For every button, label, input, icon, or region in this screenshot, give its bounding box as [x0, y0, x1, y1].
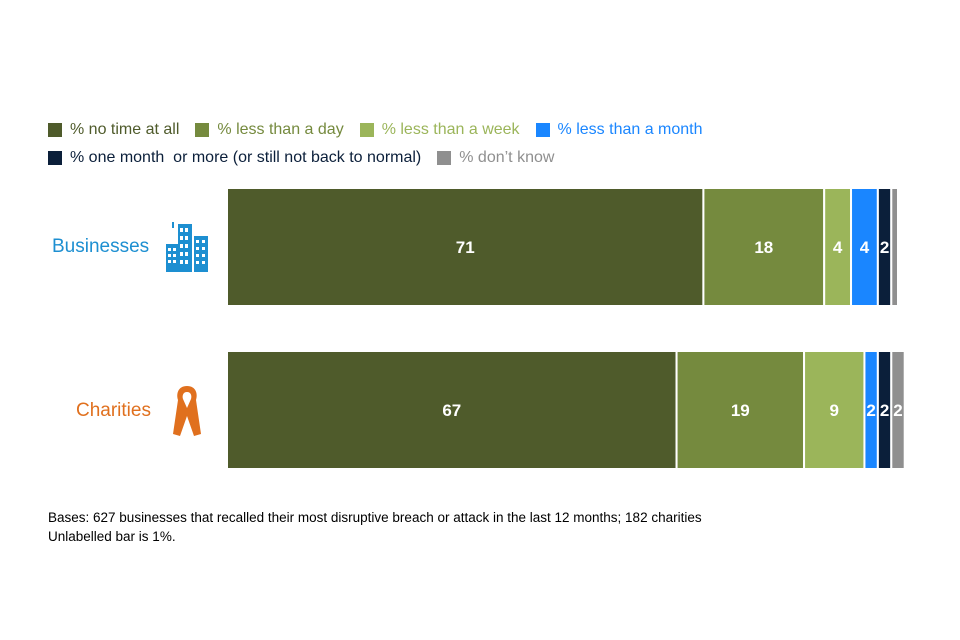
- data-label: 18: [754, 238, 773, 257]
- data-label: 4: [833, 238, 843, 257]
- legend-item-less-than-week: % less than a week: [359, 121, 520, 139]
- charity-ribbon-icon: [173, 386, 201, 436]
- legend-swatch: [48, 123, 62, 137]
- data-label: 9: [830, 401, 839, 420]
- data-label: 4: [860, 238, 870, 257]
- legend-swatch: [535, 123, 550, 137]
- data-label: 2: [880, 238, 889, 257]
- legend-item-no-time: % no time at all: [48, 121, 179, 139]
- unlabelled-note: Unlabelled bar is 1%.: [48, 529, 176, 544]
- category-label-charities: Charities: [76, 400, 151, 421]
- bar-segment-businesses-2: [823, 187, 853, 307]
- data-label: 2: [880, 401, 889, 420]
- office-building-icon: [166, 222, 208, 272]
- data-label: 71: [456, 238, 475, 257]
- legend-label: % less than a week: [381, 121, 520, 138]
- legend-item-less-than-month: % less than a month: [535, 121, 703, 139]
- legend-label: % less than a month: [557, 121, 703, 138]
- bases-note: Bases: 627 businesses that recalled thei…: [48, 510, 702, 525]
- bar-segment-charities-5: [890, 350, 906, 470]
- legend-swatch: [195, 123, 210, 137]
- legend-swatch: [437, 151, 452, 165]
- legend-swatch: [359, 123, 374, 137]
- legend-item-less-than-day: % less than a day: [195, 121, 344, 139]
- bar-segment-charities-2: [803, 350, 866, 470]
- legend-label: % less than a day: [217, 121, 344, 138]
- bar-segment-businesses-1: [702, 187, 826, 307]
- legend-item-one-month-or-more: % one month or more (or still not back t…: [48, 149, 421, 167]
- legend-label: % no time at all: [70, 121, 180, 138]
- bar-segment-businesses-0: [226, 187, 705, 307]
- bar-segment-businesses-5: [890, 187, 899, 307]
- data-label: 67: [442, 401, 461, 420]
- bar-segment-charities-0: [226, 350, 678, 470]
- data-label: 19: [731, 401, 750, 420]
- data-label: 2: [866, 401, 875, 420]
- legend-swatch: [48, 151, 62, 165]
- legend-label: % don’t know: [459, 149, 555, 166]
- bar-segment-charities-1: [675, 350, 806, 470]
- data-label: 2: [893, 401, 902, 420]
- legend-row-2: % one month or more (or still not back t…: [48, 149, 570, 167]
- bar-segment-businesses-3: [850, 187, 879, 307]
- legend-item-dont-know: % don’t know: [437, 149, 554, 167]
- category-label-businesses: Businesses: [52, 236, 150, 257]
- legend-label: % one month or more (or still not back t…: [70, 149, 422, 166]
- legend-row-1: % no time at all % less than a day % les…: [48, 121, 719, 139]
